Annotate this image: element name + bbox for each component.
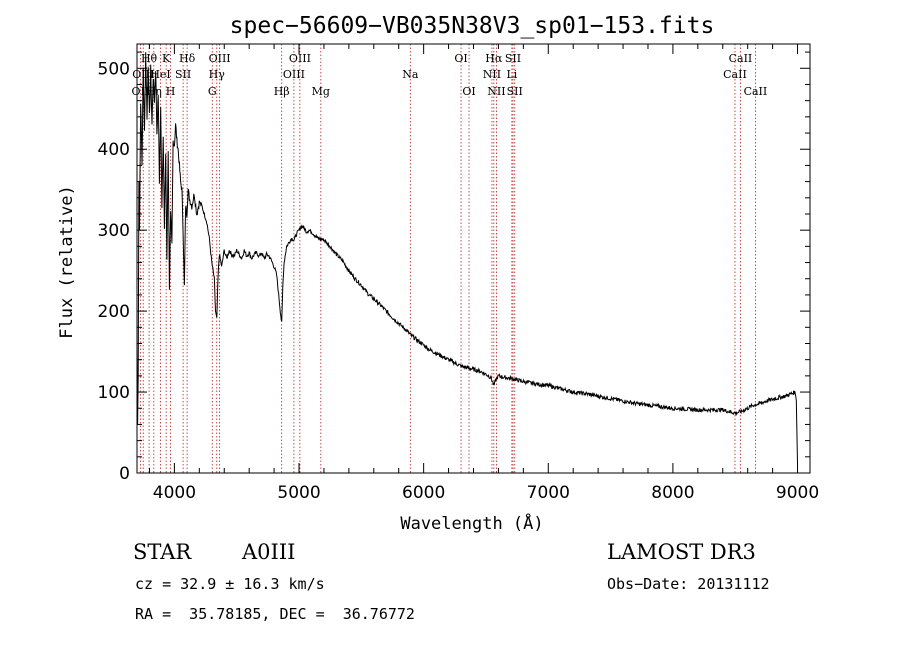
y-tick-label: 300 [98,221,130,241]
spectral-line-label: G [208,85,217,98]
spectral-line-label: OI [454,52,467,65]
spectral-line-markers [139,44,756,473]
spectral-line-label: SII [505,52,521,65]
redshift-readout: cz = 32.9 ± 16.3 km/s [135,575,325,593]
spectral-line-label: SII [175,68,191,81]
spectral-line-label: OI [462,85,475,98]
x-tick-label: 8000 [651,483,694,503]
spectral-line-label: Hβ [274,85,290,98]
x-tick-label: 7000 [527,483,570,503]
spectral-line-label: OIII [283,68,305,81]
chart-title: spec−56609−VB035N38V3_sp01−153.fits [230,13,715,39]
spectral-line-label: CaII [723,68,747,81]
object-subclass: A0III [242,540,296,564]
x-tick-label: 6000 [402,483,445,503]
y-tick-label: 500 [98,59,130,79]
object-class: STAR [133,540,192,564]
spectral-line-label: NII [487,85,505,98]
x-tick-label: 9000 [776,483,819,503]
spectral-line-label: SII [507,85,523,98]
spectral-line-label: Mg [312,85,330,98]
spectral-line-label: Hθ [141,52,158,65]
spectral-line-label: OIII [209,52,231,65]
spectral-line-label: K [162,52,171,65]
spectral-line-label: Hα [485,52,503,65]
survey-name: LAMOST DR3 [607,540,756,564]
spectral-line-label: CaII [744,85,768,98]
spectral-line-label: Hγ [209,68,226,81]
observation-date: Obs−Date: 20131112 [607,575,770,593]
y-tick-label: 200 [98,302,130,322]
spectral-line-label: OIII [289,52,311,65]
spectral-line-label: NII [483,68,501,81]
spectral-line-label: CaII [729,52,753,65]
x-axis-label: Wavelength (Å) [400,512,543,534]
y-tick-label: 0 [119,464,130,484]
x-tick-label: 5000 [277,483,320,503]
coordinates-readout: RA = 35.78185, DEC = 36.76772 [135,605,415,623]
x-tick-label: 4000 [153,483,196,503]
spectral-line-label: Hδ [179,52,196,65]
y-axis-label: Flux (relative) [57,185,77,339]
spectral-line-label: Li [506,68,517,81]
y-tick-label: 100 [98,383,130,403]
axis-ticks: 4000 5000 6000 7000 8000 9000 0 100 200 300 400 500 [98,44,819,503]
y-tick-label: 400 [98,140,130,160]
spectral-line-label: H [166,85,176,98]
flux-series-line [136,52,798,464]
spectral-line-label: Na [402,68,419,81]
